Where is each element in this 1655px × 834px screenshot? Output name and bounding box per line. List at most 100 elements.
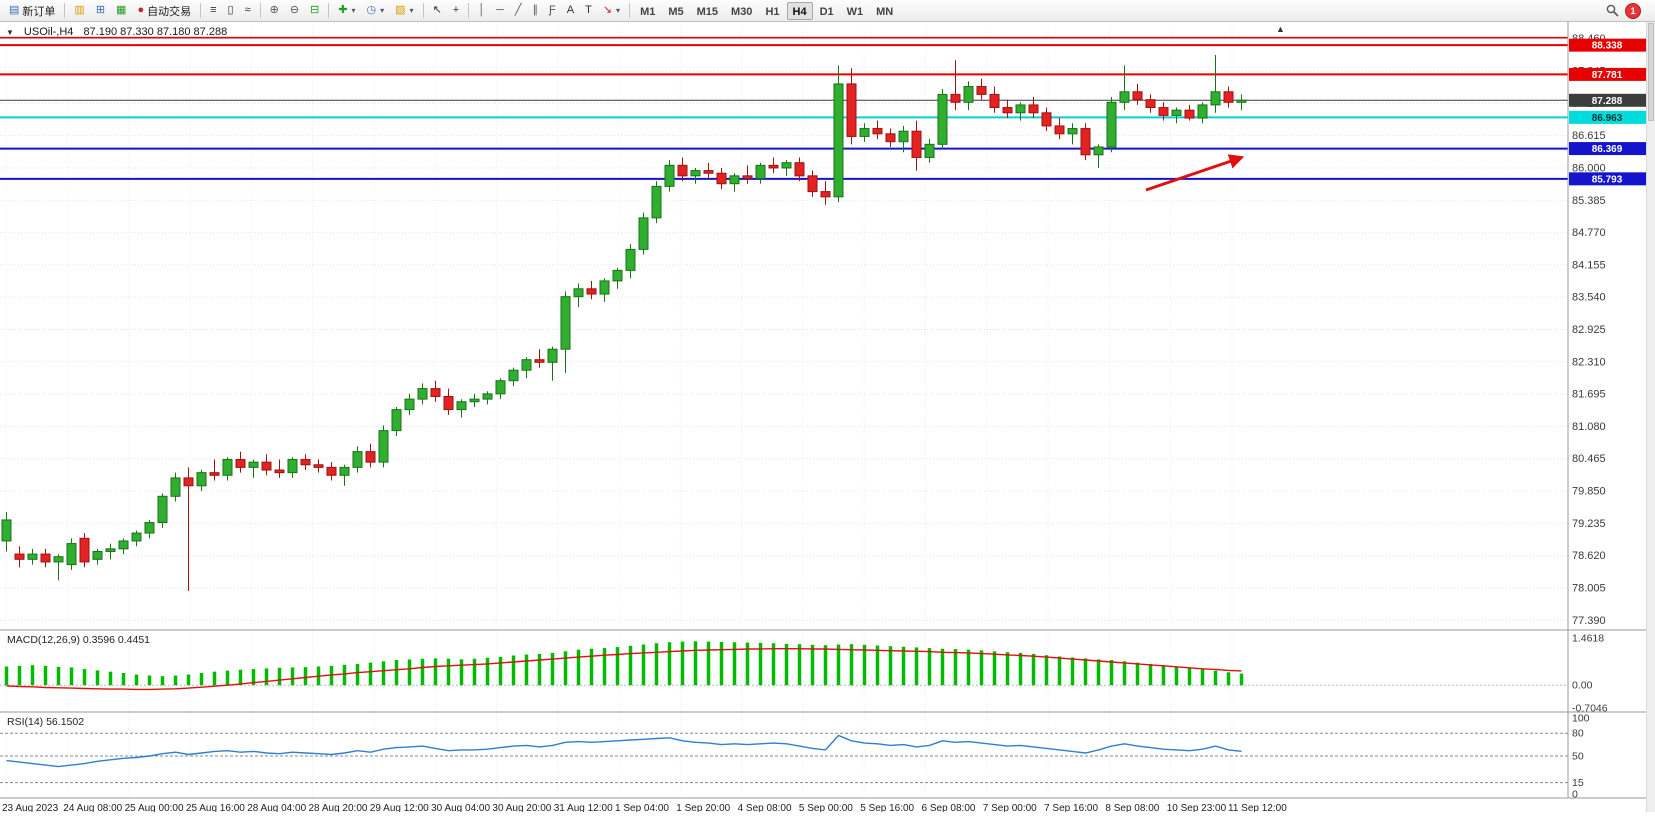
zoom-in-button[interactable]: ⊕ xyxy=(265,2,284,20)
chart-canvas[interactable]: 88.46087.84587.23086.61586.00085.38584.7… xyxy=(0,22,1655,812)
svg-text:85.385: 85.385 xyxy=(1572,195,1606,207)
zoom-out-icon: ⊖ xyxy=(289,4,300,16)
text-label-icon: T xyxy=(585,4,592,16)
svg-text:83.540: 83.540 xyxy=(1572,292,1606,304)
timeframe-h1-button[interactable]: H1 xyxy=(759,2,785,20)
timeframe-m1-button[interactable]: M1 xyxy=(634,2,661,20)
periods-button[interactable]: ◷ ▾ xyxy=(362,2,390,20)
svg-text:28 Aug 20:00: 28 Aug 20:00 xyxy=(309,803,368,812)
timeframe-m5-button[interactable]: M5 xyxy=(662,2,689,20)
svg-text:84.770: 84.770 xyxy=(1572,227,1606,239)
indicators-icon: ✚ xyxy=(338,4,348,16)
svg-text:7 Sep 00:00: 7 Sep 00:00 xyxy=(983,803,1037,812)
svg-text:88.338: 88.338 xyxy=(1592,41,1623,52)
text-label-button[interactable]: T xyxy=(580,2,597,20)
svg-text:77.390: 77.390 xyxy=(1572,615,1606,627)
channel-button[interactable]: ∥ xyxy=(528,2,544,20)
panel-separators[interactable] xyxy=(0,22,1655,799)
rsi-panel xyxy=(0,732,1568,784)
trendline-button[interactable]: ╱ xyxy=(510,2,527,20)
zoom-out-button[interactable]: ⊖ xyxy=(285,2,304,20)
periods-icon: ◷ xyxy=(366,4,377,16)
arrows-icon: ↘ xyxy=(602,4,613,16)
svg-text:85.793: 85.793 xyxy=(1592,174,1623,185)
toolbar-separator xyxy=(328,3,330,18)
templates-button[interactable]: ▨ ▾ xyxy=(390,2,418,20)
autotrade-label: 自动交易 xyxy=(147,5,192,18)
svg-text:15: 15 xyxy=(1572,777,1584,789)
text-icon: A xyxy=(566,4,575,16)
chevron-down-icon: ▾ xyxy=(616,6,621,15)
toolbar: ▤ 新订单 ▥ ⊞ ▦ ● 自动交易 ≡ ▯ ≈ ⊕ ⊖ ⊟ ✚ ▾ ◷ ▾ ▨ xyxy=(0,0,1655,22)
svg-text:82.310: 82.310 xyxy=(1572,356,1606,368)
svg-text:1.4618: 1.4618 xyxy=(1572,633,1604,645)
svg-text:5 Sep 16:00: 5 Sep 16:00 xyxy=(860,803,914,812)
svg-text:82.925: 82.925 xyxy=(1572,324,1606,336)
chart-shift-marker-icon[interactable]: ▲ xyxy=(1276,24,1285,34)
notification-badge[interactable]: 1 xyxy=(1625,2,1641,19)
timeframe-h4-button[interactable]: H4 xyxy=(786,1,813,20)
horizontal-lines[interactable] xyxy=(0,36,1568,180)
chart-ohlc-values: 87.190 87.330 87.180 87.288 xyxy=(83,26,228,38)
symbol-dropdown-icon[interactable]: ▼ xyxy=(6,27,14,37)
indicators-button[interactable]: ✚ ▾ xyxy=(333,2,360,20)
line-chart-button[interactable]: ≈ xyxy=(240,2,256,20)
svg-text:7 Sep 16:00: 7 Sep 16:00 xyxy=(1044,803,1098,812)
svg-text:86.615: 86.615 xyxy=(1572,130,1606,142)
templates-icon: ▨ xyxy=(395,4,406,16)
candlestick-button[interactable]: ▯ xyxy=(223,2,239,20)
chevron-down-icon: ▾ xyxy=(380,6,385,15)
svg-text:25 Aug 16:00: 25 Aug 16:00 xyxy=(186,803,245,812)
fibonacci-icon: Ƒ xyxy=(549,4,556,16)
navigator-icon: ▦ xyxy=(116,4,127,16)
toolbar-separator xyxy=(422,3,424,18)
timeframe-m30-button[interactable]: M30 xyxy=(725,2,758,20)
cursor-button[interactable]: ↖ xyxy=(428,2,447,20)
autotrade-icon: ● xyxy=(137,4,145,16)
toolbar-separator xyxy=(629,3,631,18)
chevron-down-icon: ▾ xyxy=(409,6,414,15)
price-badges: 88.338 87.781 87.288 86.963 86.369 85.793 xyxy=(1569,38,1646,186)
bar-chart-icon: ≡ xyxy=(210,4,217,16)
timeframe-d1-button[interactable]: D1 xyxy=(814,2,840,20)
svg-text:86.000: 86.000 xyxy=(1572,162,1606,174)
vertical-line-button[interactable]: │ xyxy=(473,2,490,20)
trend-arrow-annotation[interactable] xyxy=(1145,154,1245,192)
chart-symbol-period: USOil-,H4 xyxy=(23,26,74,38)
timeframe-m15-button[interactable]: M15 xyxy=(691,2,724,20)
scrollbar-thumb[interactable] xyxy=(1648,23,1654,121)
text-button[interactable]: A xyxy=(562,2,579,20)
grid xyxy=(0,26,1568,798)
market-watch-button[interactable]: ⊞ xyxy=(91,2,110,20)
timeframe-mn-button[interactable]: MN xyxy=(870,2,899,20)
search-button[interactable] xyxy=(1601,2,1624,20)
crosshair-button[interactable]: + xyxy=(448,2,464,20)
svg-text:81.080: 81.080 xyxy=(1572,421,1606,433)
new-order-button[interactable]: ▤ 新订单 xyxy=(4,2,60,20)
search-icon xyxy=(1606,4,1619,17)
arrows-button[interactable]: ↘ ▾ xyxy=(598,2,625,20)
cursor-icon: ↖ xyxy=(432,4,442,16)
tile-windows-button[interactable]: ⊟ xyxy=(305,2,324,20)
svg-text:1 Sep 20:00: 1 Sep 20:00 xyxy=(676,803,730,812)
vertical-scrollbar[interactable] xyxy=(1646,22,1655,812)
svg-text:0.00: 0.00 xyxy=(1572,680,1593,692)
svg-text:50: 50 xyxy=(1572,751,1584,763)
profiles-button[interactable]: ▥ xyxy=(69,2,89,20)
bar-chart-button[interactable]: ≡ xyxy=(205,2,221,20)
market-watch-icon: ⊞ xyxy=(95,4,106,16)
chart-area[interactable]: 88.46087.84587.23086.61586.00085.38584.7… xyxy=(0,22,1655,812)
timeframe-w1-button[interactable]: W1 xyxy=(841,2,870,20)
fibonacci-button[interactable]: Ƒ xyxy=(544,2,561,20)
autotrade-button[interactable]: ● 自动交易 xyxy=(132,2,196,20)
horizontal-line-button[interactable]: ─ xyxy=(491,2,509,20)
rsi-indicator-label: RSI(14) 56.1502 xyxy=(7,716,85,728)
chevron-down-icon: ▾ xyxy=(351,6,356,15)
svg-text:0: 0 xyxy=(1572,789,1578,801)
macd-panel xyxy=(0,641,1568,691)
svg-text:1 Sep 04:00: 1 Sep 04:00 xyxy=(615,803,669,812)
time-axis[interactable]: 23 Aug 2023 24 Aug 08:00 25 Aug 00:00 25 Au… xyxy=(2,803,1287,812)
svg-text:29 Aug 12:00: 29 Aug 12:00 xyxy=(370,803,429,812)
navigator-button[interactable]: ▦ xyxy=(111,2,131,20)
svg-text:5 Sep 00:00: 5 Sep 00:00 xyxy=(799,803,853,812)
